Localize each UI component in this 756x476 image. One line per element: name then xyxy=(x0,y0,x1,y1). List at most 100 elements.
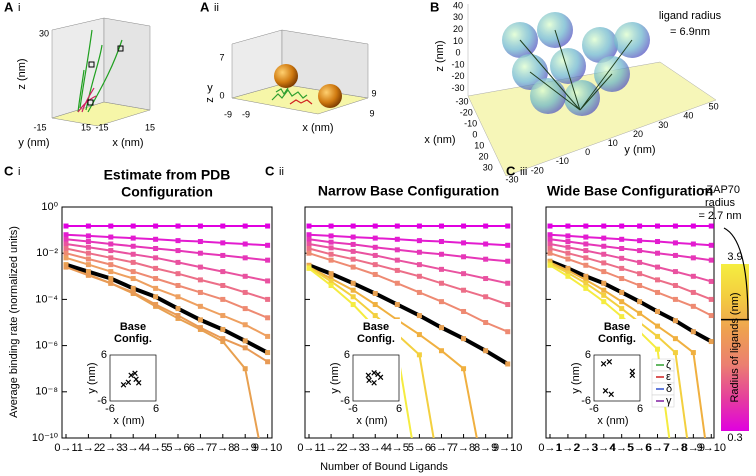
point xyxy=(394,302,400,308)
point xyxy=(416,238,422,244)
point xyxy=(153,255,159,261)
point xyxy=(461,366,467,372)
point xyxy=(197,223,203,229)
y-tick-label: 10⁻⁸ xyxy=(35,386,58,398)
inset-x-tick: -6 xyxy=(105,403,115,415)
y-tick-label: 10⁻² xyxy=(36,247,58,259)
point xyxy=(197,277,203,283)
inset-point: × xyxy=(366,375,372,387)
point xyxy=(461,254,467,260)
point xyxy=(197,325,203,331)
series-line xyxy=(308,238,508,263)
point xyxy=(197,264,203,270)
point xyxy=(601,223,607,229)
point xyxy=(175,259,181,265)
point xyxy=(483,320,489,325)
point xyxy=(197,250,203,256)
inset-title: Base xyxy=(120,321,146,333)
point xyxy=(690,289,696,295)
point xyxy=(583,241,589,247)
point xyxy=(242,223,248,229)
inset-x-tick: 6 xyxy=(153,403,159,415)
point xyxy=(672,223,678,229)
point xyxy=(328,251,334,257)
x-tick-label: 7→8 xyxy=(664,442,687,454)
point xyxy=(265,333,271,339)
legend-label: γ xyxy=(666,395,672,407)
point xyxy=(601,280,607,286)
inset-title: Config. xyxy=(114,333,152,345)
point xyxy=(601,292,607,298)
tick-label: 10 xyxy=(453,36,463,46)
point xyxy=(601,251,607,257)
point xyxy=(565,267,571,273)
tick-label: 0 xyxy=(472,129,477,139)
y-tick-label: 10⁻⁶ xyxy=(35,340,58,352)
inset-x-tick: 6 xyxy=(637,403,643,415)
point xyxy=(505,258,511,264)
point xyxy=(637,238,643,244)
point xyxy=(637,271,643,277)
point xyxy=(565,244,571,250)
point xyxy=(416,262,422,268)
point xyxy=(483,294,489,300)
point xyxy=(328,282,334,288)
point xyxy=(350,248,356,254)
point xyxy=(565,273,571,279)
point xyxy=(63,255,69,261)
point xyxy=(175,271,181,277)
point xyxy=(265,278,271,284)
series-line xyxy=(65,238,268,262)
point xyxy=(242,338,248,344)
point xyxy=(197,317,203,323)
point xyxy=(619,255,625,261)
x-tick-label: 8→9 xyxy=(682,442,705,454)
point xyxy=(438,325,444,331)
inset-x-label: x (nm) xyxy=(356,415,387,427)
point xyxy=(708,257,714,263)
point xyxy=(583,255,589,261)
point xyxy=(655,333,661,339)
point xyxy=(483,348,489,354)
point xyxy=(130,269,136,275)
series-line xyxy=(549,252,712,317)
panel-label: C xyxy=(4,163,14,178)
tick-label: 40 xyxy=(453,0,463,10)
point xyxy=(505,329,511,335)
point xyxy=(175,294,181,300)
point xyxy=(690,350,696,356)
point xyxy=(130,276,136,282)
point xyxy=(130,289,136,295)
point xyxy=(565,239,571,245)
point xyxy=(242,273,248,279)
point xyxy=(708,313,714,319)
point xyxy=(350,241,356,247)
point xyxy=(175,238,181,244)
point xyxy=(655,277,661,283)
inset-point: × xyxy=(125,377,131,389)
point xyxy=(416,352,422,358)
point xyxy=(350,280,356,286)
point xyxy=(372,262,378,268)
x-tick-label: 9→10 xyxy=(493,442,522,454)
x-tick-label: 5→6 xyxy=(628,442,651,454)
point xyxy=(547,232,553,238)
tick-label: 15 xyxy=(145,122,155,132)
point xyxy=(242,241,248,247)
colorbar xyxy=(721,264,749,431)
series-line xyxy=(65,256,269,338)
point xyxy=(637,259,643,265)
tick-label: -30 xyxy=(451,83,464,93)
point xyxy=(655,289,661,295)
point xyxy=(108,280,114,286)
point xyxy=(85,272,91,278)
point xyxy=(394,267,400,273)
inset-x-label: x (nm) xyxy=(113,415,144,427)
inset-y-label: y (nm) xyxy=(570,362,582,393)
point xyxy=(328,271,334,277)
x-tick-label: 2→3 xyxy=(99,442,122,454)
x-tick-label: 7→8 xyxy=(211,442,234,454)
point xyxy=(108,262,114,268)
x-tick-label: 3→4 xyxy=(122,442,145,454)
x-tick-label: 2→3 xyxy=(574,442,597,454)
